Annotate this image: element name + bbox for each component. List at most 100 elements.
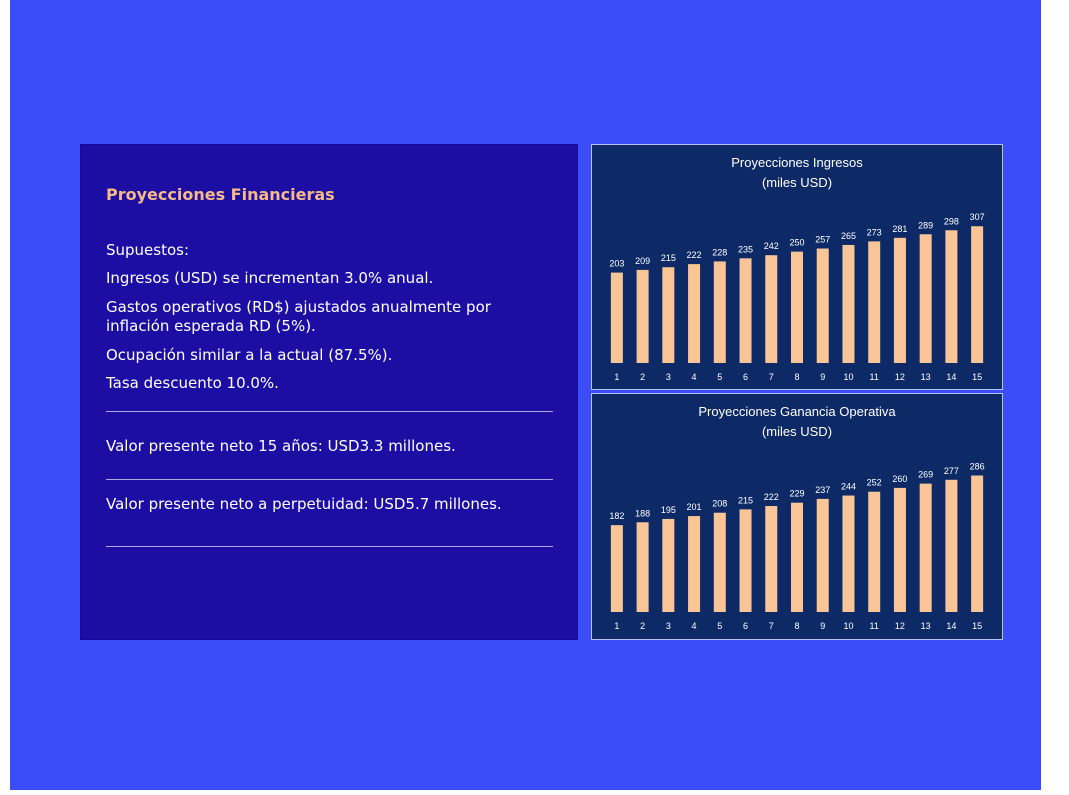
assumptions-panel: Proyecciones Financieras Supuestos: Ingr…	[80, 144, 578, 640]
divider	[106, 546, 553, 547]
assumption-occupancy: Ocupación similar a la actual (87.5%).	[106, 346, 393, 364]
tick-label: 12	[895, 621, 905, 631]
bar	[842, 244, 855, 363]
bar	[945, 479, 958, 612]
tick-label: 15	[972, 372, 982, 382]
data-label: 203	[609, 259, 624, 269]
data-label: 237	[815, 485, 830, 495]
operating-profit-chart: Proyecciones Ganancia Operativa (miles US…	[591, 393, 1003, 640]
data-label: 195	[661, 505, 676, 515]
data-label: 201	[687, 502, 702, 512]
bar	[816, 498, 829, 612]
tick-label: 6	[743, 621, 748, 631]
bar	[636, 522, 649, 612]
tick-label: 4	[692, 621, 697, 631]
tick-label: 2	[640, 621, 645, 631]
slide: Proyecciones Financieras Supuestos: Ingr…	[10, 0, 1041, 790]
data-label: 257	[815, 235, 830, 245]
tick-label: 13	[921, 372, 931, 382]
bar	[739, 258, 752, 363]
bar	[893, 237, 906, 363]
bar	[919, 483, 932, 612]
tick-label: 11	[870, 372, 879, 382]
tick-label: 7	[769, 621, 774, 631]
assumptions-heading: Supuestos:	[106, 241, 190, 259]
tick-label: 10	[843, 621, 853, 631]
chart-subtitle: (miles USD)	[762, 175, 832, 190]
data-label: 281	[892, 224, 907, 234]
bar	[765, 506, 778, 612]
tick-label: 14	[946, 621, 956, 631]
tick-label: 4	[692, 372, 697, 382]
tick-label: 2	[640, 372, 645, 382]
tick-label: 15	[972, 621, 982, 631]
bar	[688, 264, 701, 363]
data-label: 229	[789, 489, 804, 499]
tick-label: 6	[743, 372, 748, 382]
bar	[713, 261, 726, 363]
data-label: 289	[918, 220, 933, 230]
tick-label: 5	[717, 621, 722, 631]
tick-label: 8	[794, 372, 799, 382]
tick-label: 3	[666, 621, 671, 631]
bar	[868, 491, 881, 612]
tick-label: 12	[895, 372, 905, 382]
bar	[971, 475, 984, 612]
data-label: 235	[738, 244, 753, 254]
panel-title: Proyecciones Financieras	[106, 185, 335, 204]
bar	[662, 518, 675, 612]
data-label: 273	[867, 227, 882, 237]
assumption-expenses: Gastos operativos (RD$) ajustados anualm…	[106, 298, 491, 335]
data-label: 222	[764, 492, 779, 502]
operating-profit-chart-svg: Proyecciones Ganancia Operativa (miles US…	[609, 404, 985, 631]
divider	[106, 411, 553, 412]
data-label: 228	[712, 247, 727, 257]
tick-label: 7	[769, 372, 774, 382]
data-label: 307	[970, 212, 985, 222]
bar	[688, 516, 701, 612]
bar	[919, 234, 932, 363]
data-label: 188	[635, 508, 650, 518]
divider	[106, 479, 553, 480]
bar	[791, 251, 803, 363]
data-label: 286	[970, 462, 985, 472]
data-label: 250	[789, 238, 804, 248]
tick-label: 13	[921, 621, 931, 631]
bar	[842, 495, 855, 612]
bar	[816, 248, 829, 363]
tick-label: 1	[614, 621, 619, 631]
bar	[610, 525, 623, 612]
bar	[610, 272, 623, 363]
data-label: 222	[687, 250, 702, 260]
bar	[713, 512, 726, 612]
tick-label: 11	[870, 621, 879, 631]
data-label: 215	[738, 495, 753, 505]
npv-15-years: Valor presente neto 15 años: USD3.3 mill…	[106, 437, 456, 455]
bar	[636, 269, 649, 363]
tick-label: 1	[614, 372, 619, 382]
data-label: 209	[635, 256, 650, 266]
data-label: 252	[867, 478, 882, 488]
bar	[739, 509, 752, 612]
data-label: 242	[764, 241, 779, 251]
tick-label: 8	[794, 621, 799, 631]
assumption-discount-rate: Tasa descuento 10.0%.	[106, 374, 279, 392]
chart-title: Proyecciones Ganancia Operativa	[698, 404, 896, 419]
bar	[971, 226, 984, 363]
data-label: 265	[841, 231, 856, 241]
tick-label: 5	[717, 372, 722, 382]
bar	[868, 241, 881, 363]
data-label: 215	[661, 253, 676, 263]
tick-label: 9	[820, 372, 825, 382]
data-label: 277	[944, 466, 959, 476]
npv-perpetuity: Valor presente neto a perpetuidad: USD5.…	[106, 495, 502, 513]
bar	[765, 255, 778, 363]
bar	[945, 230, 958, 363]
data-label: 298	[944, 216, 959, 226]
data-label: 260	[892, 474, 907, 484]
tick-label: 14	[946, 372, 956, 382]
bar	[662, 267, 675, 363]
chart-subtitle: (miles USD)	[762, 424, 832, 439]
assumption-revenue: Ingresos (USD) se incrementan 3.0% anual…	[106, 269, 434, 287]
data-label: 182	[609, 511, 624, 521]
